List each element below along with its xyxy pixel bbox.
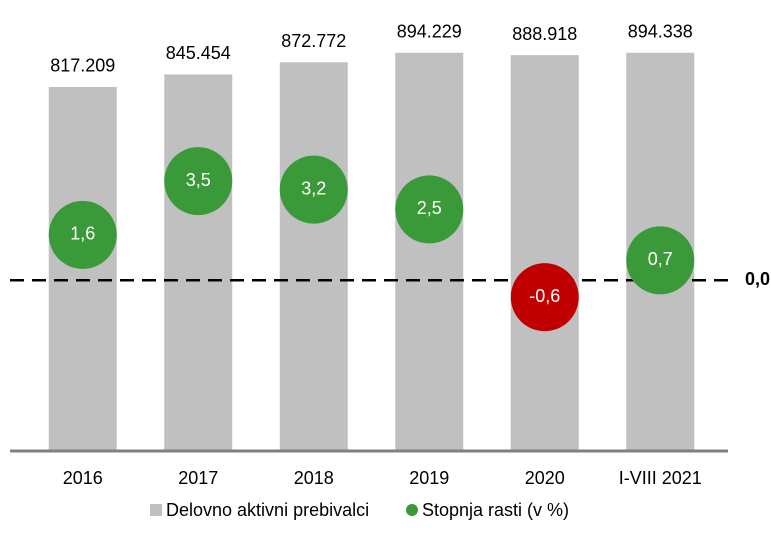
x-tick-label: 2016 [63, 468, 103, 488]
bubble-label: 3,5 [186, 170, 211, 190]
bar-value-label: 888.918 [512, 24, 577, 44]
bubble [48, 200, 117, 269]
bubble [626, 226, 695, 295]
y2-tick-label: 0,0 [745, 269, 770, 289]
x-tick-label: 2019 [409, 468, 449, 488]
bubble-label: 1,6 [70, 224, 95, 244]
bubble-label: 3,2 [301, 178, 326, 198]
legend-label: Stopnja rasti (v %) [422, 500, 569, 520]
bar [510, 55, 579, 451]
bar-value-label: 845.454 [166, 43, 231, 63]
bar [164, 74, 233, 450]
bubble [164, 147, 233, 216]
bar [395, 52, 464, 451]
legend-swatch [150, 504, 162, 516]
bubble [395, 175, 464, 244]
bubble-label: -0,6 [529, 286, 560, 306]
bubble [279, 155, 348, 224]
x-tick-label: 2020 [525, 468, 565, 488]
legend-label: Delovno aktivni prebivalci [166, 500, 369, 520]
x-tick-label: 2017 [178, 468, 218, 488]
bar-value-label: 894.338 [628, 21, 693, 41]
bar-value-label: 872.772 [281, 31, 346, 51]
x-tick-label: I-VIII 2021 [619, 468, 702, 488]
bar [279, 62, 348, 451]
x-tick-label: 2018 [294, 468, 334, 488]
bar-value-label: 894.229 [397, 22, 462, 42]
bubble-label: 2,5 [417, 198, 442, 218]
bubble [510, 263, 579, 332]
bubble-label: 0,7 [648, 249, 673, 269]
bar-value-label: 817.209 [50, 56, 115, 76]
legend-swatch [406, 504, 418, 516]
